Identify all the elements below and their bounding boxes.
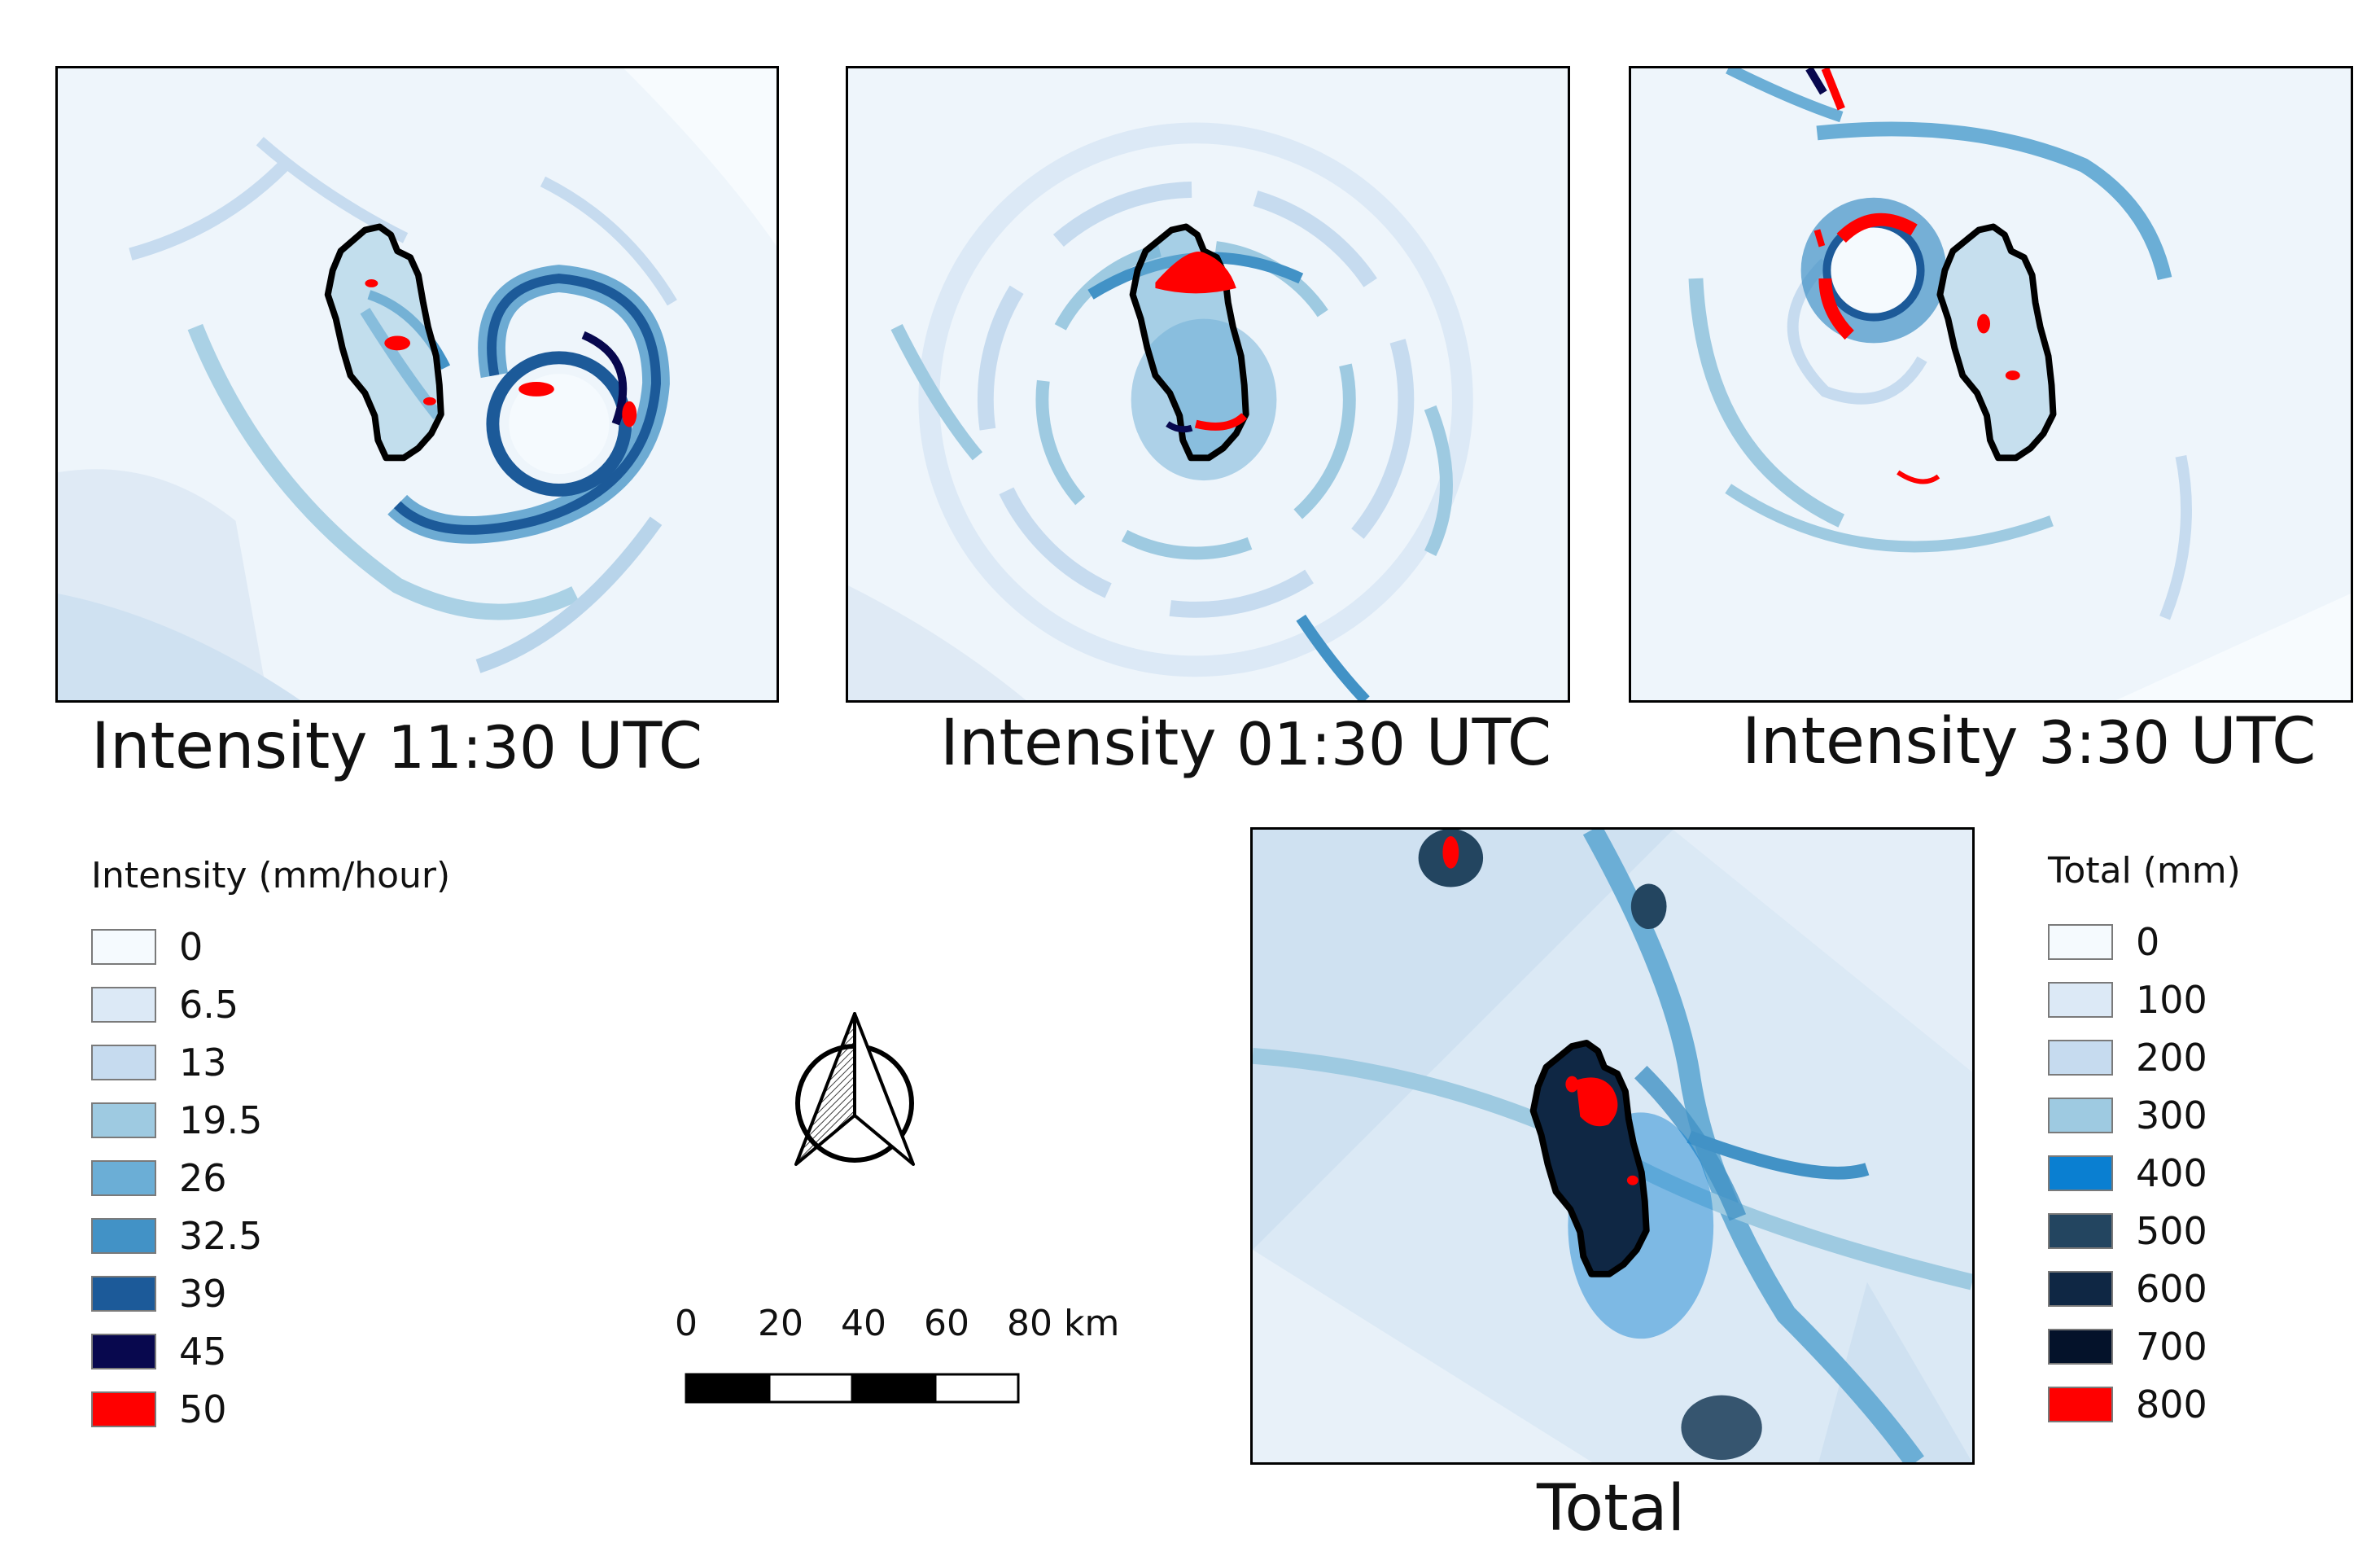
legend-swatch xyxy=(2048,923,2113,960)
north-arrow-icon xyxy=(790,1010,920,1172)
legend-swatch xyxy=(91,1391,156,1427)
caption-prefix: Intensity xyxy=(91,710,368,783)
legend-label: 26 xyxy=(179,1155,227,1200)
caption-time: 3:30 xyxy=(2038,708,2170,777)
legend-swatch xyxy=(2048,1328,2113,1365)
legend-label: 13 xyxy=(179,1040,227,1085)
legend-title: Intensity (mm/hour) xyxy=(91,855,451,896)
legend-items: 0 6.5 13 19.5 26 32.5 39 45 50 xyxy=(91,918,450,1438)
scale-label: 0 xyxy=(675,1303,698,1344)
legend-label: 45 xyxy=(179,1329,227,1374)
legend-swatch xyxy=(91,1044,156,1080)
legend-swatch xyxy=(2048,1155,2113,1191)
legend-item: 700 xyxy=(2048,1317,2241,1375)
legend-label: 32.5 xyxy=(179,1213,263,1258)
legend-item: 800 xyxy=(2048,1375,2241,1433)
legend-item: 100 xyxy=(2048,971,2241,1028)
legend-label: 800 xyxy=(2136,1382,2207,1426)
legend-label: 300 xyxy=(2136,1093,2207,1137)
scale-label: 20 xyxy=(758,1303,803,1344)
legend-label: 100 xyxy=(2136,977,2207,1022)
legend-item: 200 xyxy=(2048,1028,2241,1086)
legend-item: 45 xyxy=(91,1322,450,1380)
legend-label: 39 xyxy=(179,1271,227,1316)
legend-label: 700 xyxy=(2136,1324,2207,1369)
caption-time: 01:30 xyxy=(1236,710,1406,778)
legend-item: 600 xyxy=(2048,1260,2241,1317)
intensity-map-0130 xyxy=(846,66,1570,703)
legend-swatch xyxy=(91,928,156,965)
legend-swatch xyxy=(2048,1097,2113,1133)
legend-item: 400 xyxy=(2048,1144,2241,1202)
legend-item: 0 xyxy=(91,918,450,975)
legend-label: 400 xyxy=(2136,1150,2207,1195)
total-legend: Total (mm) 0 100 200 300 400 500 600 700 800 xyxy=(2048,850,2241,1433)
caption-prefix: Intensity xyxy=(1742,705,2019,778)
legend-item: 6.5 xyxy=(91,975,450,1033)
legend-item: 0 xyxy=(2048,913,2241,971)
total-map xyxy=(1250,827,1975,1465)
intensity-map-1130 xyxy=(55,66,779,703)
scale-bar: 0 20 40 60 80 km xyxy=(667,1303,1123,1409)
legend-swatch xyxy=(2048,1270,2113,1307)
legend-item: 32.5 xyxy=(91,1207,450,1264)
legend-item: 26 xyxy=(91,1149,450,1207)
legend-swatch xyxy=(2048,1386,2113,1422)
caption-map-2: Intensity 01:30 UTC xyxy=(940,707,1551,780)
caption-total: Total xyxy=(1537,1472,1686,1545)
legend-swatch xyxy=(91,1275,156,1312)
legend-item: 19.5 xyxy=(91,1091,450,1149)
caption-suffix: UTC xyxy=(576,710,703,783)
legend-label: 200 xyxy=(2136,1035,2207,1080)
legend-label: 0 xyxy=(179,924,203,969)
legend-label: 500 xyxy=(2136,1208,2207,1253)
legend-label: 600 xyxy=(2136,1266,2207,1311)
caption-map-3: Intensity 3:30 UTC xyxy=(1742,705,2316,778)
caption-suffix: UTC xyxy=(1425,707,1552,780)
legend-label: 6.5 xyxy=(179,982,239,1027)
legend-swatch xyxy=(91,1333,156,1369)
legend-label: 0 xyxy=(2136,919,2160,964)
caption-time: 11:30 xyxy=(387,713,557,782)
scale-labels: 0 20 40 60 80 km xyxy=(667,1303,1123,1352)
intensity-legend: Intensity (mm/hour) 0 6.5 13 19.5 26 32.5 39 45… xyxy=(91,855,450,1438)
scale-label: 80 km xyxy=(1007,1303,1120,1344)
legend-items: 0 100 200 300 400 500 600 700 800 xyxy=(2048,913,2241,1433)
legend-item: 50 xyxy=(91,1380,450,1438)
legend-item: 39 xyxy=(91,1264,450,1322)
caption-prefix: Intensity xyxy=(940,707,1217,780)
legend-label: 19.5 xyxy=(179,1098,263,1142)
intensity-map-0330 xyxy=(1629,66,2353,703)
legend-swatch xyxy=(2048,1039,2113,1076)
legend-title: Total (mm) xyxy=(2048,850,2241,892)
legend-swatch xyxy=(91,1159,156,1196)
caption-map-1: Intensity 11:30 UTC xyxy=(91,710,702,783)
scale-label: 60 xyxy=(924,1303,969,1344)
legend-swatch xyxy=(2048,1212,2113,1249)
legend-swatch xyxy=(2048,981,2113,1018)
caption-suffix: UTC xyxy=(2190,705,2317,778)
legend-label: 50 xyxy=(179,1387,227,1431)
legend-item: 13 xyxy=(91,1033,450,1091)
legend-swatch xyxy=(91,1217,156,1254)
legend-swatch xyxy=(91,1102,156,1138)
legend-swatch xyxy=(91,986,156,1023)
legend-item: 500 xyxy=(2048,1202,2241,1260)
legend-item: 300 xyxy=(2048,1086,2241,1144)
scale-label: 40 xyxy=(841,1303,886,1344)
